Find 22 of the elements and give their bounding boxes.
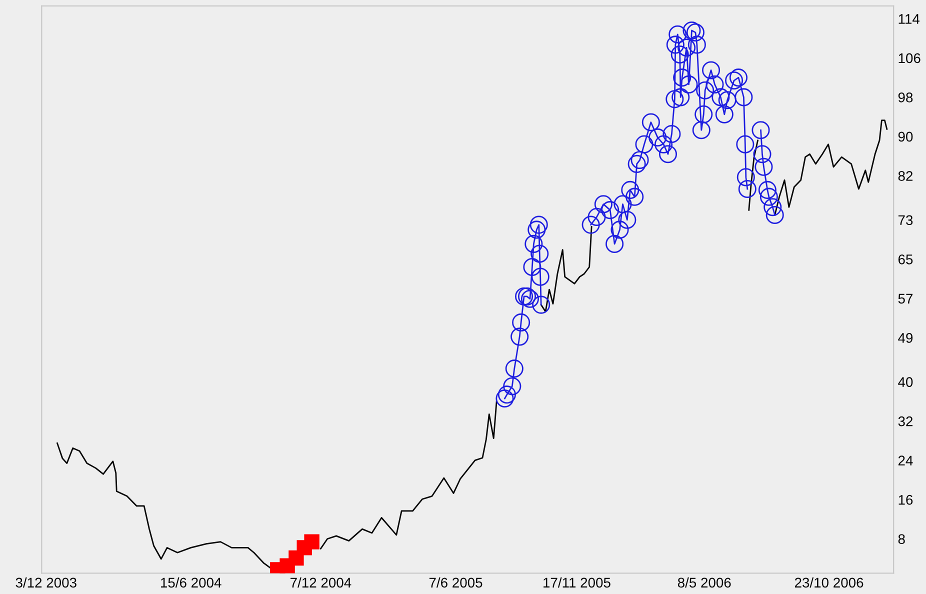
y-tick-label: 8 bbox=[898, 534, 905, 544]
y-tick-label: 82 bbox=[898, 171, 913, 181]
y-tick-label: 16 bbox=[898, 494, 913, 505]
y-tick-label: 32 bbox=[898, 416, 913, 426]
y-tick-label: 90 bbox=[898, 132, 913, 142]
y-tick-label: 65 bbox=[898, 254, 913, 264]
x-tick-label: 7/6 2005 bbox=[429, 577, 482, 588]
x-tick-label: 3/12 2003 bbox=[16, 577, 76, 588]
y-tick-label: 24 bbox=[898, 456, 913, 466]
y-tick-label: 73 bbox=[898, 215, 913, 226]
x-tick-label: 8/5 2006 bbox=[678, 577, 731, 588]
y-tick-label: 40 bbox=[898, 377, 913, 387]
x-tick-label: 17/11 2005 bbox=[544, 577, 610, 588]
y-tick-label: 98 bbox=[898, 92, 913, 102]
x-tick-label: 15/6 2004 bbox=[161, 577, 222, 588]
y-tick-label: 49 bbox=[898, 333, 913, 343]
x-tick-label: 7/12 2004 bbox=[290, 577, 352, 588]
x-tick-label: 23/10 2006 bbox=[794, 577, 864, 588]
y-tick-label: 106 bbox=[898, 53, 920, 64]
y-tick-label: 114 bbox=[898, 14, 920, 24]
point bbox=[304, 534, 320, 550]
y-tick-label: 57 bbox=[898, 294, 913, 304]
